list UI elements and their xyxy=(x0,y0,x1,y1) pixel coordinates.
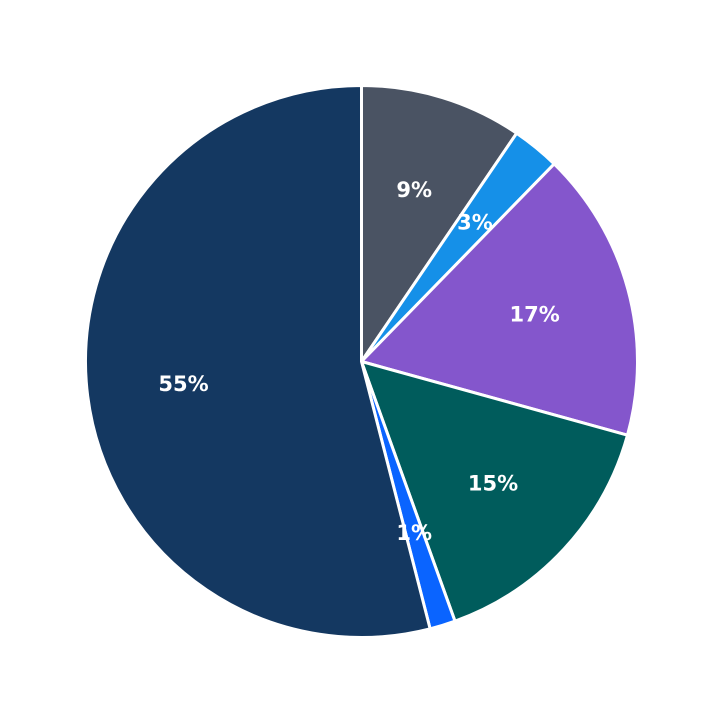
pie-slice-label-1: 3% xyxy=(457,211,493,235)
pie-slices xyxy=(84,84,639,639)
pie-slice-5 xyxy=(84,84,432,639)
pie-slice-label-3: 15% xyxy=(468,471,518,495)
pie-slice-label-0: 9% xyxy=(396,178,432,202)
pie-slice-0 xyxy=(360,84,519,363)
pie-slice-label-2: 17% xyxy=(510,303,560,327)
pie-slice-2 xyxy=(360,162,639,437)
pie-labels: 9% 3% 17% 15% 1% 55% xyxy=(158,178,559,545)
pie-slice-label-5: 55% xyxy=(158,372,208,396)
pie-slice-label-4: 1% xyxy=(396,521,432,545)
pie-slice-3 xyxy=(360,360,629,623)
